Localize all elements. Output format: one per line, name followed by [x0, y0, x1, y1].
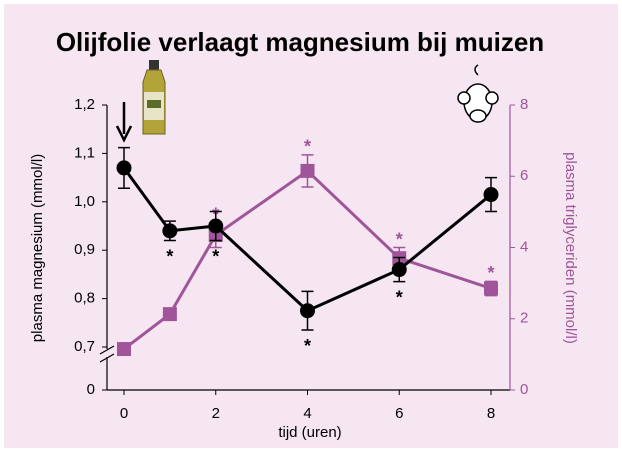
- x-tick-label: 8: [487, 405, 495, 422]
- point: [483, 187, 499, 203]
- y-tick-label: 1,0: [74, 193, 95, 210]
- x-tick-label: 0: [120, 405, 128, 422]
- y2-tick-label: 8: [520, 96, 528, 113]
- x-tick-label: 4: [303, 405, 311, 422]
- point: [484, 281, 498, 296]
- y-tick-label: 0: [87, 381, 95, 398]
- y-axis-label: plasma magnesium (mmol/l): [29, 154, 46, 342]
- y2-tick-label: 6: [520, 167, 528, 184]
- point: [162, 223, 178, 239]
- significance-marker: *: [396, 287, 403, 307]
- point: [391, 262, 407, 278]
- significance-marker: *: [212, 246, 219, 266]
- x-tick-label: 6: [395, 405, 403, 422]
- y-tick-label: 0,8: [74, 290, 95, 307]
- chart-title: Olijfolie verlaagt magnesium bij muizen: [56, 27, 544, 57]
- x-tick-label: 2: [212, 405, 220, 422]
- y2-tick-label: 4: [520, 238, 528, 255]
- start-arrow: [115, 102, 133, 143]
- y-tick-label: 0,7: [74, 338, 95, 355]
- significance-marker: *: [166, 246, 173, 266]
- point: [208, 218, 224, 234]
- significance-marker: *: [487, 263, 494, 283]
- series-line: [122, 167, 492, 313]
- point: [116, 160, 132, 176]
- axis-break: [99, 353, 115, 363]
- significance-marker: *: [304, 336, 311, 356]
- y2-tick-label: 0: [520, 381, 528, 398]
- point: [300, 303, 315, 319]
- background: [4, 4, 618, 448]
- y2-tick-label: 2: [520, 310, 528, 327]
- axis-break: [99, 345, 115, 355]
- point: [162, 307, 177, 322]
- significance-marker: *: [304, 137, 311, 157]
- point: [117, 342, 131, 357]
- x-axis-label: tijd (uren): [278, 424, 341, 441]
- significance-marker: *: [396, 229, 403, 249]
- y-tick-label: 1,2: [74, 96, 95, 113]
- mouse-icon: [457, 64, 499, 123]
- bottle-icon: [142, 60, 166, 135]
- y2-axis-label: plasma triglyceriden (mmol/l): [562, 152, 579, 344]
- series-line: [123, 168, 492, 351]
- point: [300, 163, 315, 178]
- y-tick-label: 0,9: [74, 241, 95, 258]
- y-tick-label: 1,1: [74, 144, 95, 161]
